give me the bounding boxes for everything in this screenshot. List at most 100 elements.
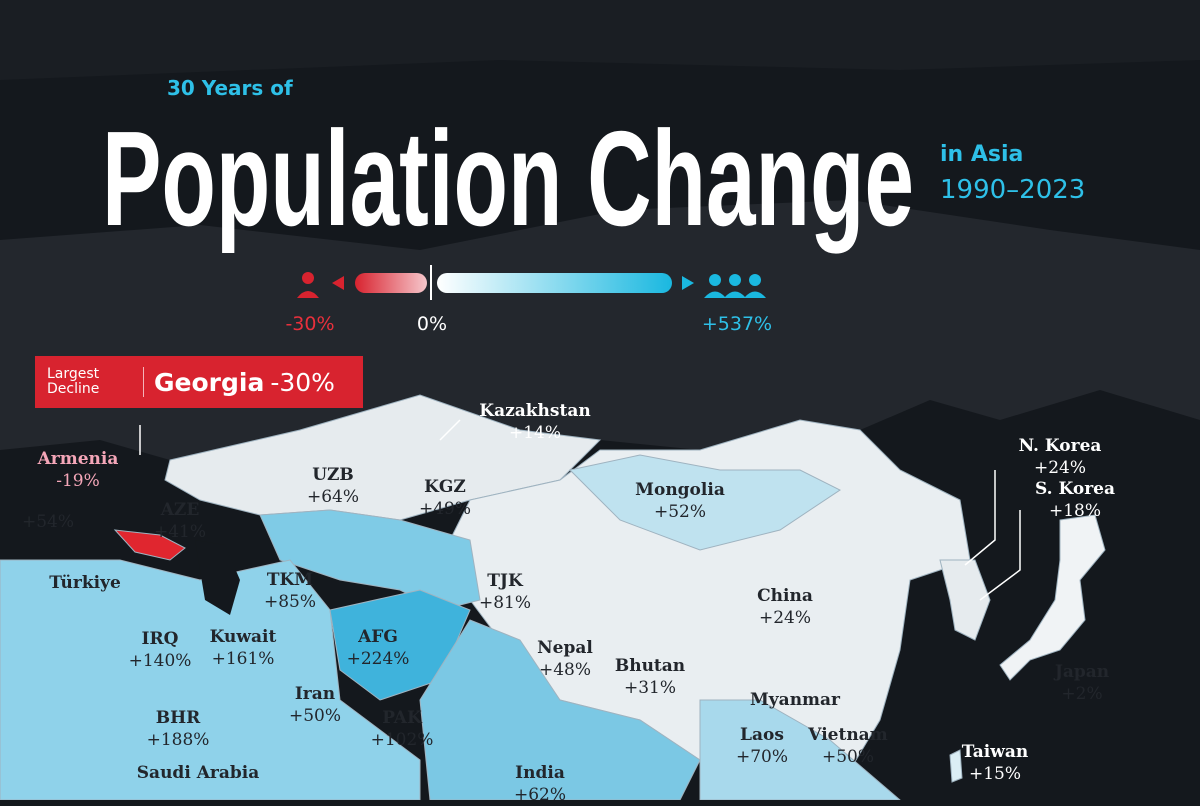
country-label: TJK +81% xyxy=(479,570,531,614)
country-name: Japan xyxy=(1054,662,1110,682)
kicker: 30 Years of xyxy=(167,76,293,100)
country-name: Myanmar xyxy=(749,690,841,710)
country-change: +102% xyxy=(370,730,434,750)
country-label: KGZ +49% xyxy=(419,476,471,520)
country-change: +48% xyxy=(538,660,592,680)
callout: Largest Decline Georgia -30% xyxy=(35,356,363,408)
country-change: +70% xyxy=(735,747,789,767)
country-change: +50% xyxy=(821,747,875,767)
country-label: Vietnam +50% xyxy=(808,724,887,768)
decline-icon xyxy=(297,272,319,298)
country-label: Nepal +48% xyxy=(537,637,593,681)
country-name: Mongolia xyxy=(635,480,725,500)
country-name: Vietnam xyxy=(808,725,888,745)
country-change: +2% xyxy=(1061,684,1103,704)
country-name: PAK xyxy=(382,708,422,728)
country-name: Iran xyxy=(294,684,336,704)
country-change: +62% xyxy=(513,785,567,805)
country-label: IRQ +140% xyxy=(129,628,192,672)
country-label: India +62% xyxy=(514,762,566,806)
country-change: +24% xyxy=(758,608,812,628)
country-name: N. Korea xyxy=(1018,436,1102,456)
country-change: +81% xyxy=(478,593,532,613)
country-label: Türkiye xyxy=(49,572,121,594)
country-label: Saudi Arabia xyxy=(137,762,259,784)
country-label: Myanmar xyxy=(750,689,840,711)
callout-country: Georgia xyxy=(154,367,265,397)
country-label: Laos +70% xyxy=(736,724,788,768)
country-change: +18% xyxy=(1048,501,1102,521)
country-label: Mongolia +52% xyxy=(635,479,725,523)
legend-bar-positive xyxy=(437,273,672,293)
country-name: TJK xyxy=(487,571,523,591)
middle-east-shape xyxy=(0,559,421,800)
country-name: BHR xyxy=(155,708,201,728)
region: in Asia xyxy=(940,142,1024,167)
country-change: +140% xyxy=(128,651,192,671)
country-label: N. Korea +24% xyxy=(1019,435,1102,479)
caspian-sea xyxy=(195,540,240,615)
country-label: Kuwait +161% xyxy=(210,626,277,670)
south-asia-shape xyxy=(419,619,701,800)
country-name: S. Korea xyxy=(1034,479,1116,499)
country-name: TKM xyxy=(266,570,314,590)
legend-arrow-left xyxy=(332,276,344,290)
callout-label: Largest Decline xyxy=(35,367,144,397)
mongolia-shape xyxy=(568,454,841,551)
country-label: BHR +188% xyxy=(147,707,210,751)
country-change: +50% xyxy=(288,706,342,726)
legend-max: +537% xyxy=(701,313,773,335)
country-name: Laos xyxy=(740,725,784,745)
country-name: Kazakhstan xyxy=(479,401,591,421)
country-label: AZE +41% xyxy=(154,499,206,543)
country-change: +224% xyxy=(346,649,410,669)
country-label: China +24% xyxy=(757,585,813,629)
years: 1990–2023 xyxy=(940,175,1086,205)
country-label: Japan +2% xyxy=(1055,661,1109,705)
country-name: Nepal xyxy=(537,638,593,658)
legend-min: -30% xyxy=(285,313,335,335)
country-change: +24% xyxy=(1033,458,1087,478)
country-change: +49% xyxy=(418,499,472,519)
country-change: +52% xyxy=(653,502,707,522)
leader-lines xyxy=(139,419,1021,601)
callout-value: -30% xyxy=(270,367,335,397)
country-label: PAK +102% xyxy=(371,707,434,751)
country-name: IRQ xyxy=(141,629,179,649)
japan-shape xyxy=(999,514,1106,681)
country-name: Kuwait xyxy=(209,627,277,647)
country-change: +161% xyxy=(211,649,275,669)
country-change: +64% xyxy=(306,487,360,507)
central-asia-shape xyxy=(259,509,481,611)
country-name: India xyxy=(515,763,565,783)
country-name: Saudi Arabia xyxy=(136,763,260,783)
country-change: +41% xyxy=(153,522,207,542)
country-label: AFG +224% xyxy=(347,626,410,670)
georgia-shape xyxy=(113,529,186,561)
country-label: UZB +64% xyxy=(307,464,359,508)
country-label: TKM +85% xyxy=(264,569,316,613)
country-name: UZB xyxy=(312,465,354,485)
callout-body: Georgia -30% xyxy=(144,368,335,397)
country-label: S. Korea +18% xyxy=(1035,478,1115,522)
korea-shape xyxy=(939,559,991,641)
country-change: +188% xyxy=(146,730,210,750)
country-label: Kazakhstan +14% xyxy=(479,400,590,444)
country-label: Iran +50% xyxy=(289,683,341,727)
country-name: Armenia xyxy=(37,449,119,469)
country-change: +85% xyxy=(263,592,317,612)
legend-mid: 0% xyxy=(416,313,448,335)
country-shapes xyxy=(0,394,1106,800)
country-name: KGZ xyxy=(424,477,466,497)
southeast-asia-shape xyxy=(699,699,901,800)
country-name: China xyxy=(757,586,813,606)
country-change: +31% xyxy=(623,678,677,698)
country-name: AZE xyxy=(160,500,200,520)
growth-icon xyxy=(704,274,766,298)
country-label: Armenia -19% xyxy=(38,448,119,492)
country-change: -19% xyxy=(56,471,100,491)
legend-graphic xyxy=(297,265,766,300)
country-name: Bhutan xyxy=(614,656,686,676)
country-label: +54% xyxy=(22,511,74,533)
